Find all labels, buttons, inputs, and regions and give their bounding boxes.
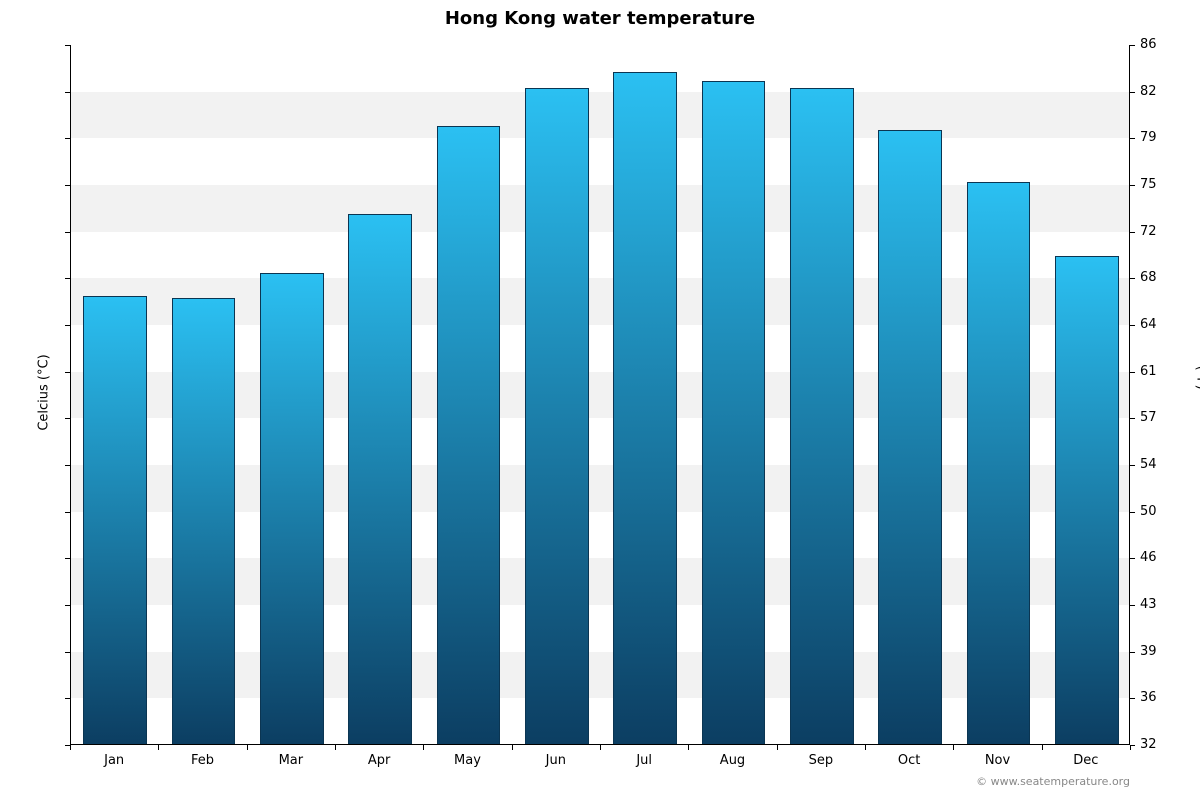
y-left-tick-mark [65, 652, 70, 653]
x-tick-label: Mar [271, 753, 311, 768]
y-left-tick-mark [65, 138, 70, 139]
y-left-tick-mark [65, 558, 70, 559]
bar [437, 126, 501, 744]
x-tick-label: Jul [624, 753, 664, 768]
x-tick-mark [688, 745, 689, 750]
x-tick-mark [423, 745, 424, 750]
y-right-tick-label: 50 [1140, 504, 1157, 519]
y-left-tick-mark [65, 325, 70, 326]
x-tick-mark [512, 745, 513, 750]
y-right-tick-mark [1130, 418, 1135, 419]
x-tick-label: Oct [889, 753, 929, 768]
bar [878, 130, 942, 744]
y-right-tick-mark [1130, 278, 1135, 279]
y-left-axis-label: Celcius (°C) [37, 354, 52, 430]
x-tick-mark [953, 745, 954, 750]
y-left-tick-mark [65, 605, 70, 606]
y-right-tick-label: 32 [1140, 737, 1157, 752]
y-right-tick-mark [1130, 138, 1135, 139]
y-right-tick-label: 61 [1140, 364, 1157, 379]
y-right-tick-mark [1130, 558, 1135, 559]
bar [172, 298, 236, 744]
chart-title: Hong Kong water temperature [0, 8, 1200, 29]
y-right-tick-mark [1130, 465, 1135, 466]
x-tick-label: Aug [713, 753, 753, 768]
plot-area [70, 45, 1130, 745]
bar [613, 72, 677, 744]
bar [83, 296, 147, 744]
y-left-tick-mark [65, 232, 70, 233]
x-tick-mark [335, 745, 336, 750]
x-tick-label: Feb [183, 753, 223, 768]
y-right-tick-mark [1130, 45, 1135, 46]
bar [790, 88, 854, 744]
y-right-tick-label: 39 [1140, 644, 1157, 659]
bar [702, 81, 766, 744]
x-tick-label: Jun [536, 753, 576, 768]
y-right-tick-mark [1130, 325, 1135, 326]
y-left-tick-mark [65, 45, 70, 46]
y-right-tick-label: 36 [1140, 690, 1157, 705]
x-tick-mark [158, 745, 159, 750]
bar [1055, 256, 1119, 744]
y-right-tick-label: 46 [1140, 550, 1157, 565]
y-left-tick-mark [65, 698, 70, 699]
y-right-tick-label: 68 [1140, 270, 1157, 285]
y-left-tick-mark [65, 278, 70, 279]
y-right-tick-mark [1130, 185, 1135, 186]
bar [525, 88, 589, 744]
y-right-tick-label: 72 [1140, 224, 1157, 239]
x-tick-label: May [448, 753, 488, 768]
y-right-tick-label: 54 [1140, 457, 1157, 472]
x-tick-label: Dec [1066, 753, 1106, 768]
y-right-axis-label: Fahrenheit (°F) [1193, 366, 1200, 435]
y-right-tick-label: 43 [1140, 597, 1157, 612]
y-right-tick-mark [1130, 512, 1135, 513]
y-right-tick-label: 79 [1140, 130, 1157, 145]
x-tick-mark [865, 745, 866, 750]
bar [967, 182, 1031, 744]
bars-layer [71, 45, 1129, 744]
y-right-tick-mark [1130, 652, 1135, 653]
y-right-tick-label: 82 [1140, 84, 1157, 99]
x-tick-label: Apr [359, 753, 399, 768]
y-right-tick-mark [1130, 698, 1135, 699]
bar [348, 214, 412, 744]
y-right-tick-label: 86 [1140, 37, 1157, 52]
y-left-tick-mark [65, 185, 70, 186]
y-right-tick-label: 75 [1140, 177, 1157, 192]
chart-container: Hong Kong water temperature 024681012141… [0, 0, 1200, 800]
x-tick-mark [247, 745, 248, 750]
x-tick-mark [600, 745, 601, 750]
y-right-tick-mark [1130, 92, 1135, 93]
y-left-tick-mark [65, 92, 70, 93]
credit-text: © www.seatemperature.org [976, 775, 1130, 788]
y-left-tick-mark [65, 512, 70, 513]
y-right-tick-label: 64 [1140, 317, 1157, 332]
y-right-tick-mark [1130, 605, 1135, 606]
y-right-tick-mark [1130, 372, 1135, 373]
y-right-tick-label: 57 [1140, 410, 1157, 425]
x-tick-label: Jan [94, 753, 134, 768]
y-left-tick-mark [65, 372, 70, 373]
y-left-tick-mark [65, 418, 70, 419]
x-tick-mark [1130, 745, 1131, 750]
x-tick-mark [777, 745, 778, 750]
y-left-tick-mark [65, 465, 70, 466]
x-tick-label: Nov [978, 753, 1018, 768]
x-tick-mark [70, 745, 71, 750]
y-right-tick-mark [1130, 232, 1135, 233]
bar [260, 273, 324, 744]
x-tick-mark [1042, 745, 1043, 750]
x-tick-label: Sep [801, 753, 841, 768]
